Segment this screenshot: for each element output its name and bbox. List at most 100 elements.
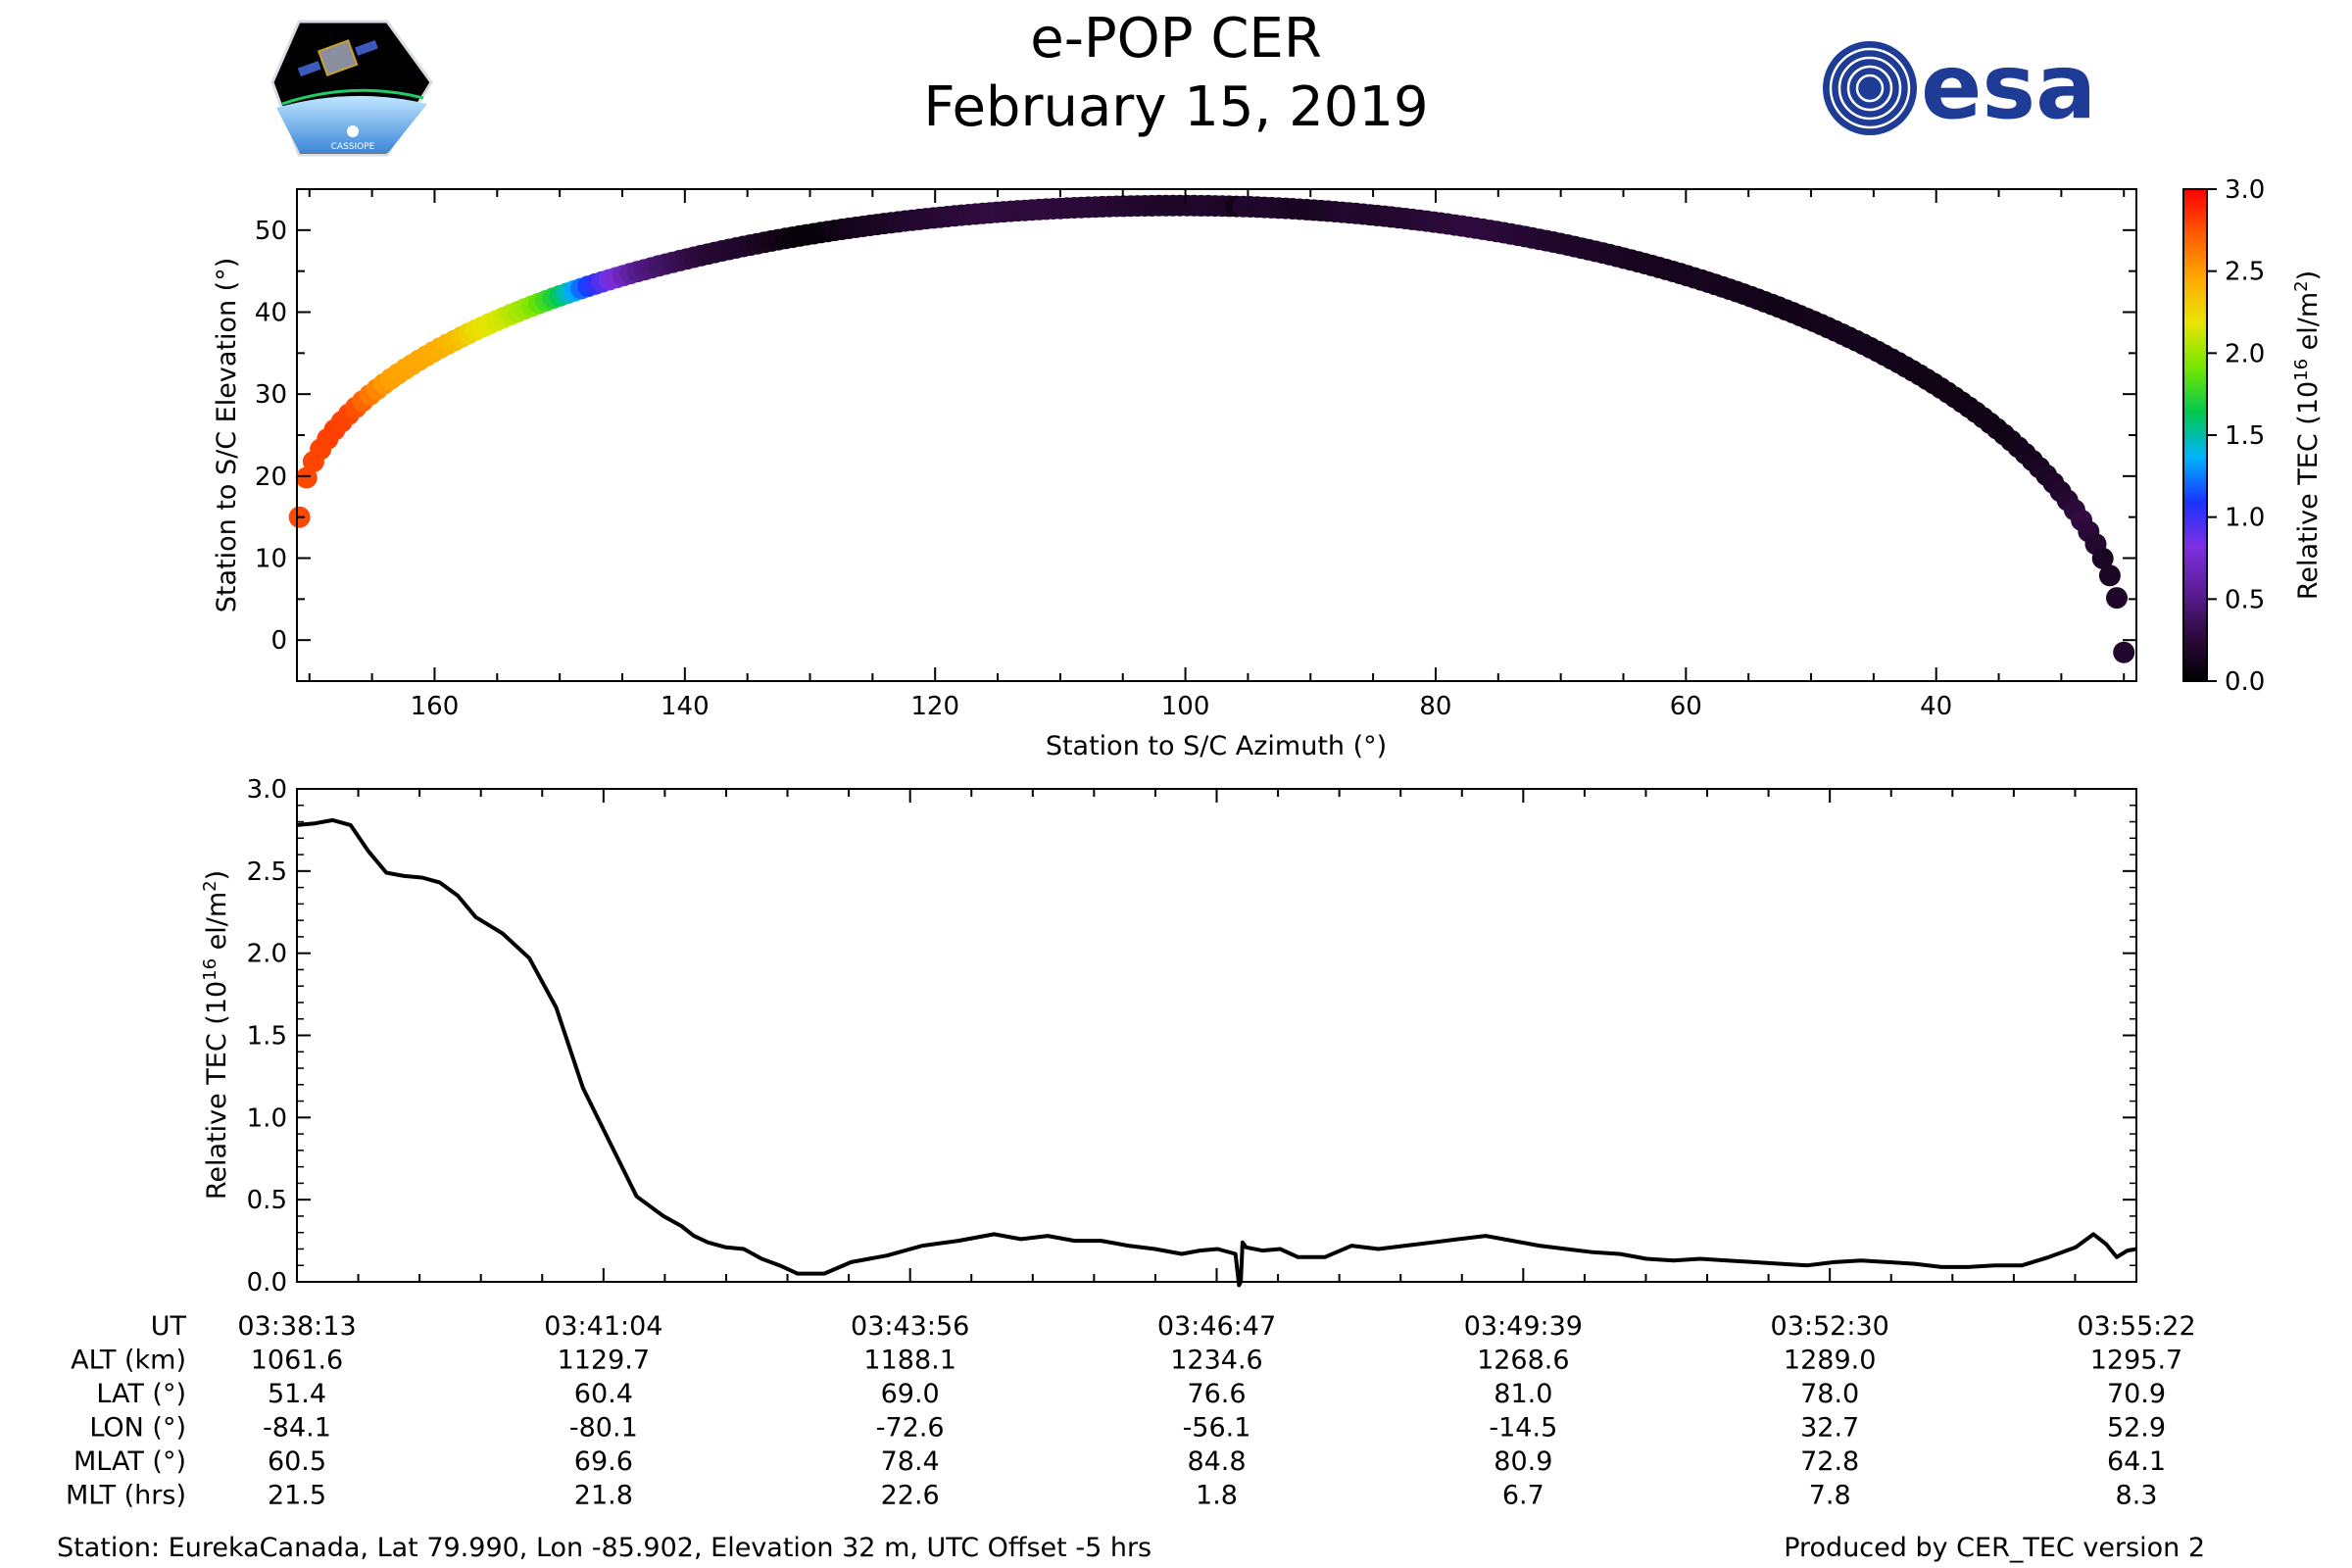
ephemeris-cell: 03:55:22 [2077,1311,2195,1342]
track-x-tick-label: 40 [1920,692,1952,721]
ephemeris-cell: 1188.1 [863,1346,956,1376]
track-x-tick-label: 60 [1670,692,1702,721]
tec-y-tick-label: 2.5 [247,858,287,887]
track-y-tick-label: 10 [255,545,287,574]
ephemeris-cell: -84.1 [263,1413,331,1444]
track-y-tick-label: 20 [255,463,287,492]
ephemeris-cell: 1.8 [1196,1481,1238,1511]
track-x-tick-label: 140 [661,692,710,721]
ephemeris-cell: 72.8 [1800,1446,1859,1477]
ephemeris-cell: 60.5 [268,1446,326,1477]
ephemeris-cell: 81.0 [1494,1379,1552,1409]
ephemeris-cell: 1268.6 [1477,1346,1569,1376]
ephemeris-row-label: ALT (km) [71,1346,186,1376]
track-x-tick-label: 100 [1161,692,1210,721]
track-y-tick-label: 0 [270,626,287,656]
colorbar-tick-label: 2.0 [2225,339,2265,368]
tec-y-tick-label: 0.0 [247,1268,287,1298]
ephemeris-cell: 03:52:30 [1771,1311,1889,1342]
ephemeris-cell: 84.8 [1187,1446,1246,1477]
colorbar-label: Relative TEC (1016 el/m2) [2291,270,2324,600]
tec-y-tick-label: 1.5 [247,1022,287,1052]
producer-info: Produced by CER_TEC version 2 [1784,1533,2205,1563]
ephemeris-cell: 69.0 [881,1379,940,1409]
tec-panel: 0.0 0.5 1.0 1.5 2.0 2.5 3.0 Relative TEC (1016… [200,775,2137,1298]
ephemeris-cell: -72.6 [876,1413,945,1444]
ephemeris-table: UT ALT (km)LAT (°) LON (°)MLAT (°) MLT (hrs… [66,1311,2196,1511]
chart-subtitle: February 15, 2019 [923,75,1428,139]
track-point [2098,564,2121,587]
ephemeris-cell: 51.4 [268,1379,326,1409]
ephemeris-cell: 1295.7 [2090,1346,2182,1376]
ephemeris-row-label: LAT (°) [96,1379,186,1409]
track-point [2106,587,2128,610]
colorbar-tick-label: 0.0 [2225,667,2265,697]
track-y-tick-label: 40 [255,299,287,328]
tec-y-tick-label: 0.5 [247,1186,287,1215]
track-ticks: 160 140 120 100 80 60 40 0 10 20 30 40 50 [255,188,2136,721]
colorbar-tick-label: 1.5 [2225,421,2265,451]
colorbar-scale [2182,188,2208,682]
ephemeris-cell: 8.3 [2116,1481,2158,1511]
ephemeris-cell: 78.4 [881,1446,940,1477]
ephemeris-cell: 03:49:39 [1464,1311,1583,1342]
tec-ticks: 0.0 0.5 1.0 1.5 2.0 2.5 3.0 [247,775,2137,1298]
ephemeris-row-label: UT [151,1311,187,1342]
track-point [2113,641,2135,663]
track-x-axis-label: Station to S/C Azimuth (°) [1046,731,1387,761]
ephemeris-cell: 52.9 [2107,1413,2166,1444]
colorbar-tick-label: 1.0 [2225,504,2265,533]
ephemeris-cell: 03:46:47 [1157,1311,1276,1342]
ephemeris-cell: 03:38:13 [237,1311,356,1342]
track-x-tick-label: 120 [910,692,959,721]
ephemeris-cell: 1061.6 [251,1346,343,1376]
track-y-tick-label: 30 [255,380,287,410]
ephemeris-row-label: MLAT (°) [74,1446,186,1477]
track-y-axis-label: Station to S/C Elevation (°) [212,258,242,613]
ephemeris-row-label: LON (°) [89,1413,186,1444]
chart-title: e-POP CER [1030,7,1321,71]
ephemeris-cell: 21.5 [268,1481,326,1511]
tec-y-tick-label: 1.0 [247,1103,287,1133]
track-point [2091,547,2114,569]
tec-series-line [296,817,2137,1288]
colorbar-tick-label: 3.0 [2225,175,2265,205]
ephemeris-cell: 76.6 [1187,1379,1246,1409]
ephemeris-cell: 21.8 [574,1481,633,1511]
ephemeris-cell: 03:41:04 [544,1311,662,1342]
track-y-tick-label: 50 [255,217,287,246]
ephemeris-cell: 80.9 [1494,1446,1552,1477]
track-x-tick-label: 160 [411,692,460,721]
colorbar-tick-label: 0.5 [2225,585,2265,614]
colorbar: 0.0 0.5 1.0 1.5 2.0 2.5 3.0 Relative TEC (1016… [2182,175,2324,697]
tec-plot-frame [296,788,2137,1283]
ephemeris-cell: 64.1 [2107,1446,2166,1477]
cassiope-logo: CASSIOPE [270,20,433,157]
ephemeris-cell: 32.7 [1800,1413,1859,1444]
ephemeris-cell: 1234.6 [1170,1346,1262,1376]
cassiope-logo-text: CASSIOPE [331,142,375,152]
tec-y-tick-label: 2.0 [247,940,287,969]
track-x-tick-label: 80 [1419,692,1451,721]
ephemeris-row-label: MLT (hrs) [66,1481,186,1511]
tec-y-axis-label: Relative TEC (1016 el/m2) [200,870,232,1200]
ephemeris-cell: 22.6 [881,1481,940,1511]
ephemeris-cell: 70.9 [2107,1379,2166,1409]
esa-logo: esa [1823,34,2096,139]
ephemeris-cell: 03:43:56 [851,1311,969,1342]
ephemeris-cell: 60.4 [574,1379,633,1409]
ephemeris-cell: -56.1 [1183,1413,1251,1444]
ephemeris-cell: 69.6 [574,1446,633,1477]
ephemeris-cell: -80.1 [569,1413,638,1444]
esa-logo-text: esa [1921,34,2096,139]
track-markers [288,194,2135,663]
esa-globe-icon [1823,41,1917,135]
ephemeris-cell: 1129.7 [558,1346,650,1376]
track-panel: 160 140 120 100 80 60 40 0 10 20 30 40 50 Station to… [212,188,2137,761]
colorbar-ticks: 0.0 0.5 1.0 1.5 2.0 2.5 3.0 [2207,175,2265,697]
colorbar-tick-label: 2.5 [2225,258,2265,287]
track-point [295,466,318,489]
ephemeris-cell: 78.0 [1800,1379,1859,1409]
tec-y-tick-label: 3.0 [247,775,287,805]
